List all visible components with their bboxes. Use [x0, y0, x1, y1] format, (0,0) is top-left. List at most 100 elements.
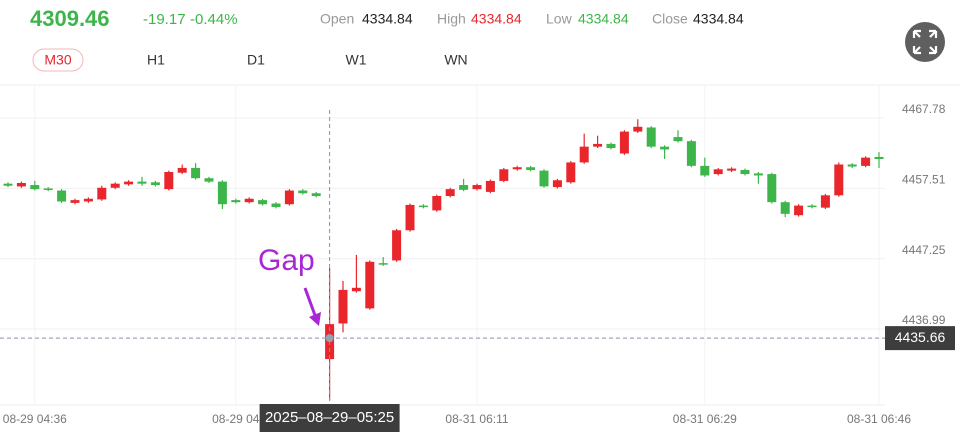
candle-body: [43, 188, 53, 190]
candle-body: [432, 196, 442, 211]
y-tick-label: 4436.99: [902, 313, 946, 327]
annotation-arrow: [303, 287, 318, 319]
time-label-box: [259, 404, 400, 432]
candle-body: [338, 289, 348, 324]
candle-body: [137, 181, 147, 184]
candle-body: [284, 190, 294, 205]
candle-body: [97, 187, 107, 200]
candle-body: [392, 230, 402, 261]
candle-body: [231, 200, 241, 203]
candle-body: [3, 183, 13, 186]
candle-body: [753, 173, 763, 176]
candle-body: [673, 137, 683, 142]
candle-body: [794, 205, 804, 216]
candle-body: [378, 263, 388, 265]
fullscreen-button[interactable]: [905, 22, 945, 62]
candle-body: [30, 185, 40, 190]
candle-body: [686, 141, 696, 166]
annotation: Gap: [258, 244, 315, 277]
candle-body: [566, 162, 576, 183]
stat-label: High: [437, 11, 466, 27]
stat-label: Low: [546, 11, 573, 27]
plot-area: [0, 85, 885, 405]
candle-body: [700, 165, 710, 176]
candle-body: [57, 190, 67, 202]
candle-body: [633, 126, 643, 132]
price-change: -19.17: [143, 11, 186, 28]
candle-body: [847, 164, 857, 167]
candle-body: [110, 183, 120, 188]
annotation-arrowhead: [309, 312, 321, 326]
candle-body: [311, 193, 321, 197]
candle-body: [820, 195, 830, 208]
candle-body: [217, 181, 227, 205]
stat-label: Open: [320, 11, 354, 27]
stat-label: Close: [652, 11, 688, 27]
candle-body: [150, 182, 160, 186]
candle-body: [405, 204, 415, 231]
y-tick-label: 4447.25: [902, 243, 946, 257]
candle-body: [606, 143, 616, 149]
candle-body: [485, 180, 495, 192]
candle-body: [834, 164, 844, 196]
price-change-pct: -0.44%: [190, 11, 238, 28]
candle-body: [70, 200, 80, 203]
candle-body: [499, 169, 509, 181]
candle-body: [244, 198, 254, 203]
tab[interactable]: D1: [247, 52, 265, 68]
candle-body: [472, 185, 482, 190]
candle-body: [351, 287, 361, 292]
tab[interactable]: W1: [346, 52, 367, 68]
candle-body: [807, 205, 817, 208]
stat-value: 4334.84: [693, 11, 744, 27]
candle-body: [727, 168, 737, 171]
candle-body: [740, 169, 750, 175]
time-label: 2025–08–29–05:25: [265, 409, 394, 426]
candle-body: [552, 180, 562, 188]
candle-body: [539, 170, 549, 187]
candle-body: [593, 143, 603, 147]
tab[interactable]: WN: [444, 52, 467, 68]
candle-body: [874, 156, 884, 160]
x-tick-label: 08-31 06:29: [673, 412, 737, 426]
x-tick-label: 08-31 06:46: [847, 412, 911, 426]
stat-value: 4334.84: [471, 11, 522, 27]
candle-body: [177, 167, 187, 173]
crosshair-dot: [325, 334, 334, 343]
candle-body: [164, 172, 174, 190]
tab-selected[interactable]: [32, 48, 84, 72]
candle-body: [660, 146, 670, 150]
candle-body: [459, 185, 469, 190]
x-tick-label: 08-29 04:36: [3, 412, 67, 426]
candle-body: [124, 181, 134, 185]
last-price: 4309.46: [30, 6, 110, 31]
candle-body: [767, 174, 777, 203]
stat-value: 4334.84: [362, 11, 413, 27]
candle-body: [271, 203, 281, 207]
y-tick-label: 4457.51: [902, 173, 946, 187]
candle-body: [646, 127, 656, 147]
candle-body: [418, 205, 428, 208]
candle-body: [445, 189, 455, 197]
candle-body: [526, 167, 536, 170]
candle-body: [258, 200, 268, 205]
candle-body: [780, 202, 790, 214]
candle-body: [365, 261, 375, 309]
candle-body: [191, 167, 201, 179]
candle-body: [298, 190, 308, 194]
stat-value: 4334.84: [578, 11, 629, 27]
candle-body: [861, 157, 871, 166]
candle-body: [16, 182, 26, 187]
price-label-box: [885, 326, 955, 351]
candle-body: [619, 131, 629, 154]
candle-body: [579, 146, 589, 163]
candle-body: [204, 178, 214, 182]
x-tick-label: 08-31 06:11: [445, 412, 508, 426]
candle-body: [83, 198, 93, 202]
tab[interactable]: M30: [44, 52, 71, 68]
candle-body: [713, 169, 723, 175]
tab[interactable]: H1: [147, 52, 165, 68]
candle-body: [512, 167, 522, 170]
price-label: 4435.66: [895, 329, 946, 345]
